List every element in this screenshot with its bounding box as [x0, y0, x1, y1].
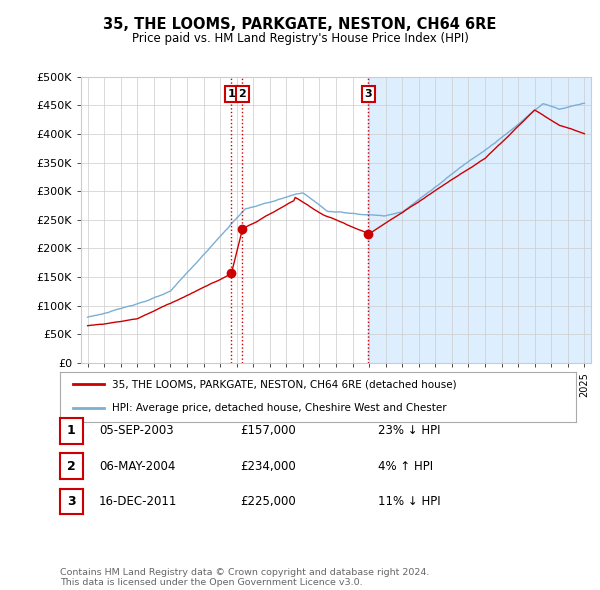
Text: Contains HM Land Registry data © Crown copyright and database right 2024.
This d: Contains HM Land Registry data © Crown c… — [60, 568, 430, 587]
Text: 2: 2 — [239, 89, 247, 99]
Text: 35, THE LOOMS, PARKGATE, NESTON, CH64 6RE: 35, THE LOOMS, PARKGATE, NESTON, CH64 6R… — [103, 17, 497, 31]
Text: 11% ↓ HPI: 11% ↓ HPI — [378, 495, 440, 508]
Bar — [368, 77, 591, 363]
Text: 3: 3 — [67, 495, 76, 508]
Text: £157,000: £157,000 — [240, 424, 296, 437]
Text: 35, THE LOOMS, PARKGATE, NESTON, CH64 6RE (detached house): 35, THE LOOMS, PARKGATE, NESTON, CH64 6R… — [112, 379, 456, 389]
Text: £234,000: £234,000 — [240, 460, 296, 473]
Text: £225,000: £225,000 — [240, 495, 296, 508]
Text: 1: 1 — [67, 424, 76, 437]
Text: 4% ↑ HPI: 4% ↑ HPI — [378, 460, 433, 473]
Text: 05-SEP-2003: 05-SEP-2003 — [99, 424, 173, 437]
Text: HPI: Average price, detached house, Cheshire West and Chester: HPI: Average price, detached house, Ches… — [112, 403, 446, 413]
Text: 06-MAY-2004: 06-MAY-2004 — [99, 460, 175, 473]
Text: 2: 2 — [67, 460, 76, 473]
Text: Price paid vs. HM Land Registry's House Price Index (HPI): Price paid vs. HM Land Registry's House … — [131, 32, 469, 45]
Text: 23% ↓ HPI: 23% ↓ HPI — [378, 424, 440, 437]
Text: 1: 1 — [227, 89, 235, 99]
Text: 16-DEC-2011: 16-DEC-2011 — [99, 495, 178, 508]
Text: 3: 3 — [365, 89, 372, 99]
